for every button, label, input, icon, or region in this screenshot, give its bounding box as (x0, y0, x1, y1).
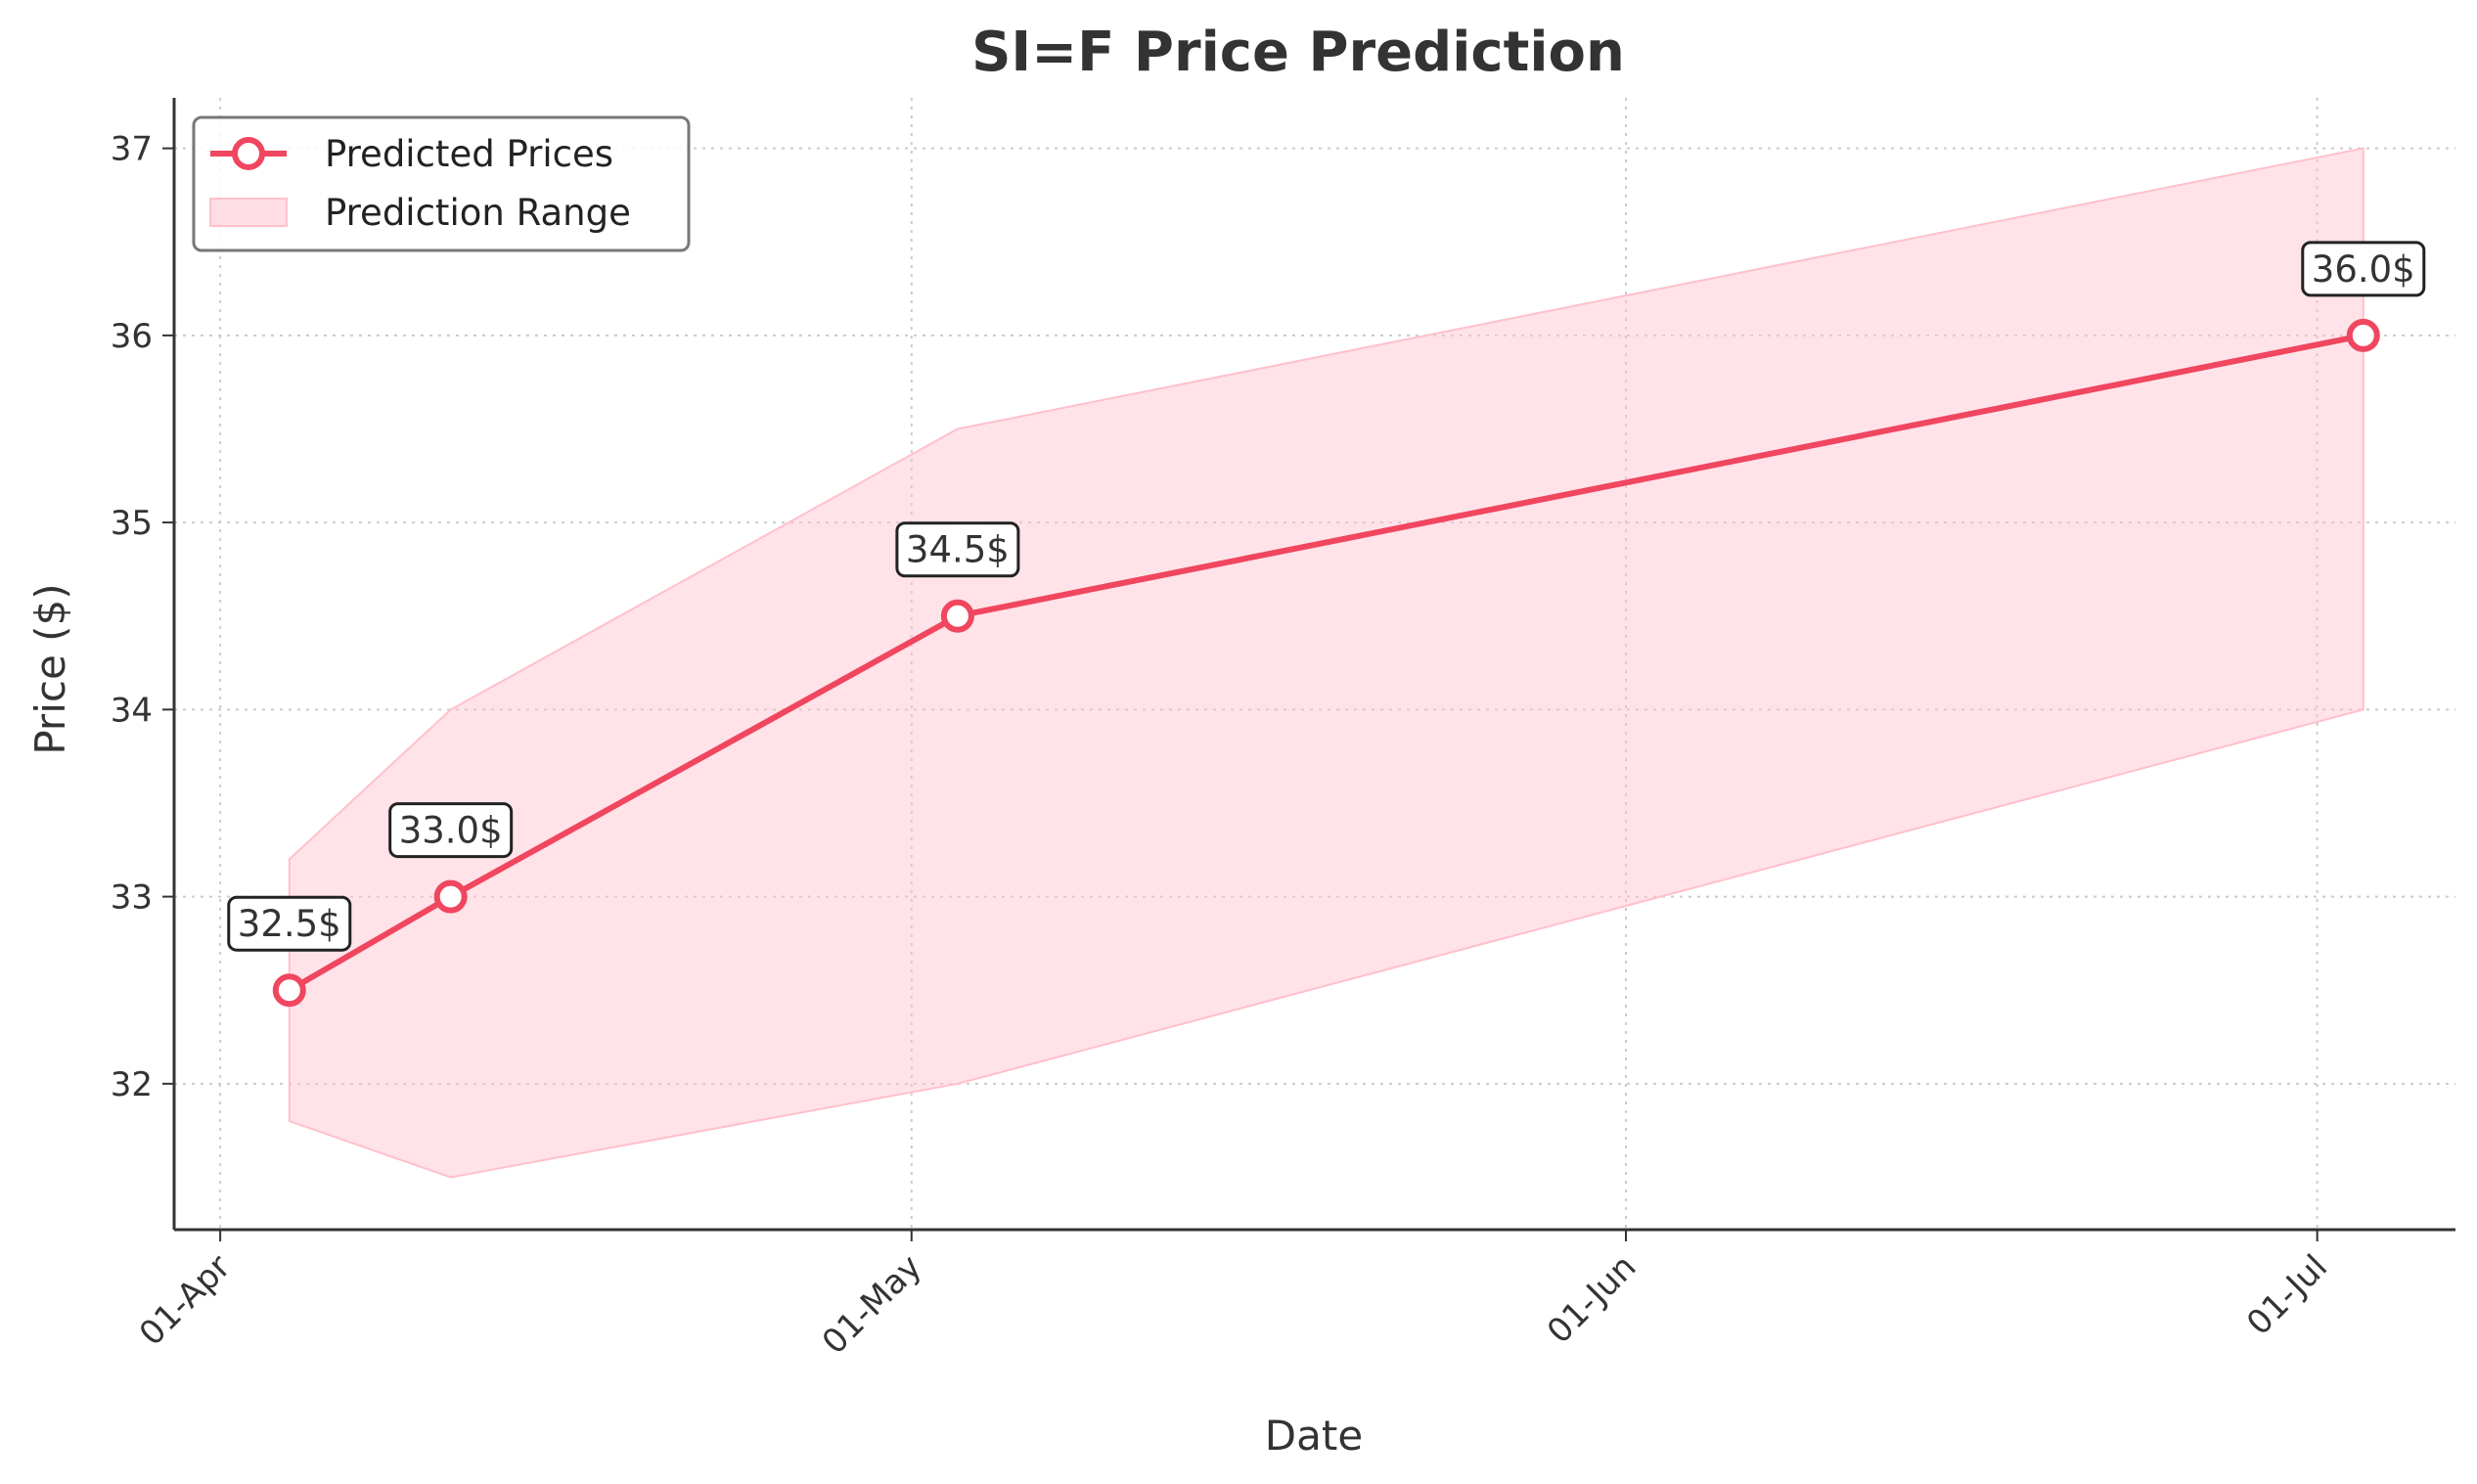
data-label: 32.5$ (238, 903, 341, 945)
prediction-range-band (288, 147, 2364, 1179)
data-label: 33.0$ (399, 810, 503, 852)
y-tick-label: 35 (111, 504, 153, 543)
data-label-box (388, 802, 514, 859)
x-tick-label: 01-Jun (1540, 1247, 1644, 1351)
x-tick-label: 01-Apr (132, 1247, 239, 1354)
predicted-price-point (2346, 318, 2380, 352)
data-label-box (227, 895, 352, 952)
legend: Predicted Prices Prediction Range (192, 115, 691, 252)
legend-box (192, 115, 691, 252)
x-tick-label: 01-Jul (2239, 1247, 2335, 1343)
x-axis-label: Date (1265, 1412, 1363, 1460)
legend-label-prediction-range: Prediction Range (325, 192, 631, 234)
data-label-box (2301, 241, 2426, 297)
y-tick-label: 37 (111, 130, 153, 169)
data-label-box (895, 521, 1020, 578)
y-tick-label: 32 (111, 1065, 153, 1104)
predicted-price-point (940, 599, 974, 633)
prediction-range-area (288, 147, 2364, 1179)
y-tick-label: 33 (111, 878, 153, 918)
predicted-price-point (272, 973, 306, 1008)
predicted-price-point (433, 879, 468, 914)
data-label: 34.5$ (906, 529, 1010, 571)
y-axis-label: Price ($) (26, 583, 74, 754)
legend-label-predicted-prices: Predicted Prices (325, 133, 613, 175)
data-label: 36.0$ (2312, 248, 2415, 291)
x-tick-label: 01-May (815, 1247, 929, 1362)
y-tick-label: 36 (111, 317, 153, 356)
legend-marker-swatch (232, 137, 265, 170)
y-tick-label: 34 (111, 691, 153, 730)
predicted-prices-series (272, 318, 2380, 1008)
chart-title: SI=F Price Prediction (971, 21, 1625, 84)
legend-range-swatch (209, 198, 288, 227)
predicted-prices-line (288, 332, 2364, 993)
data-labels: 32.5$ 33.0$ 34.5$ 36.0$ (227, 241, 2426, 952)
